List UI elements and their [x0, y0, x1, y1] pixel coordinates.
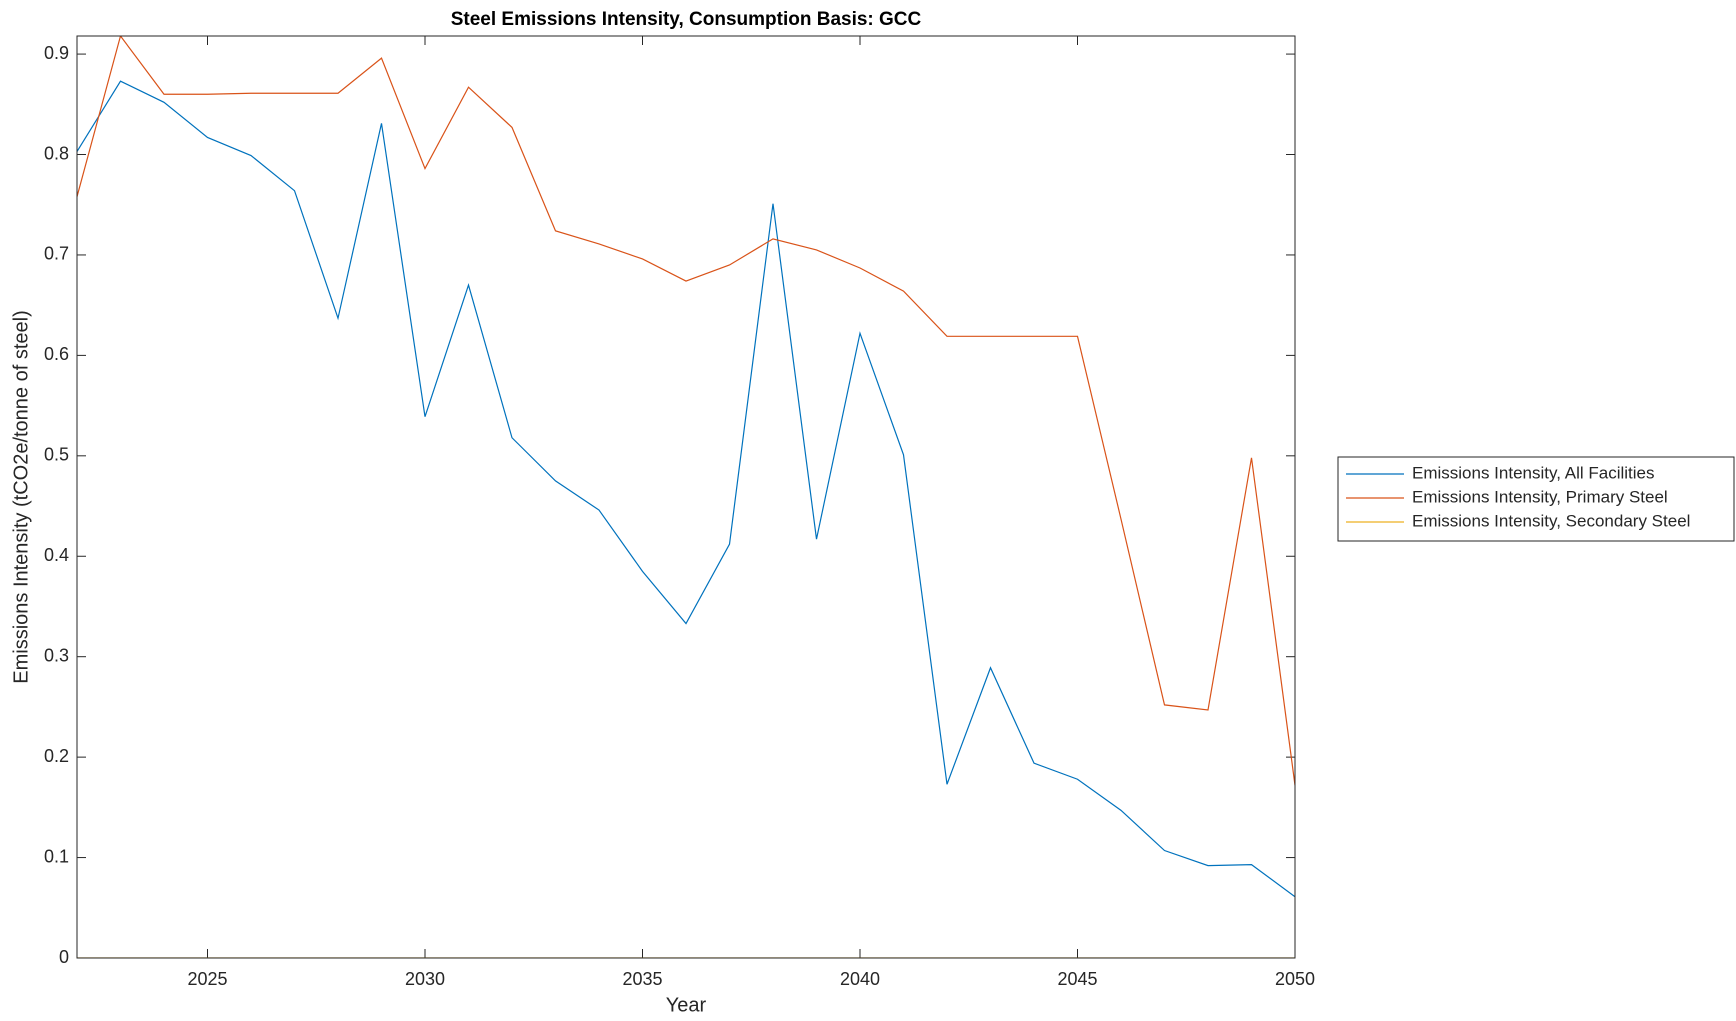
axes-box — [76, 35, 1296, 959]
y-tick-label: 0.1 — [44, 846, 69, 866]
x-axis-label: Year — [666, 994, 707, 1016]
legend-box — [1337, 456, 1735, 542]
legend-label: Emissions Intensity, Secondary Steel — [1412, 511, 1690, 530]
y-tick-label: 0.6 — [44, 344, 69, 364]
y-tick-label: 0.3 — [44, 645, 69, 665]
y-tick-label: 0.8 — [44, 143, 69, 163]
y-tick-label: 0.5 — [44, 445, 69, 465]
chart-title: Steel Emissions Intensity, Consumption B… — [451, 9, 922, 30]
x-tick-label: 2045 — [1057, 969, 1097, 989]
y-tick-label: 0 — [59, 947, 69, 967]
y-axis-label: Emissions Intensity (tCO2e/tonne of stee… — [10, 310, 32, 684]
legend-label: Emissions Intensity, All Facilities — [1412, 463, 1654, 482]
x-tick-label: 2035 — [622, 969, 662, 989]
series-line — [77, 80, 1295, 898]
x-tick-label: 2025 — [187, 969, 227, 989]
y-tick-label: 0.4 — [44, 545, 69, 565]
x-tick-label: 2050 — [1275, 969, 1315, 989]
x-tick-label: 2040 — [840, 969, 880, 989]
y-tick-label: 0.7 — [44, 244, 69, 264]
legend-label: Emissions Intensity, Primary Steel — [1412, 487, 1668, 506]
y-tick-label: 0.2 — [44, 746, 69, 766]
series-line — [77, 36, 1295, 786]
series-group — [77, 36, 1295, 958]
x-tick-label: 2030 — [405, 969, 445, 989]
y-tick-label: 0.9 — [44, 43, 69, 63]
